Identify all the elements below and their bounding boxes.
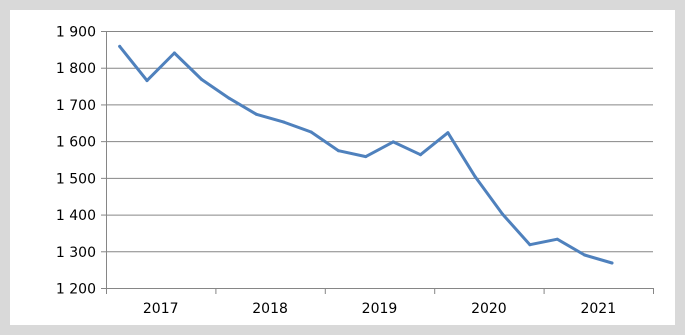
data-point-2 bbox=[172, 51, 176, 55]
data-point-13 bbox=[473, 175, 477, 179]
x-tick-label-2017: 2017 bbox=[143, 301, 179, 317]
tick-labels: 1 200 1 300 1 400 1 500 1 600 1 700 1 800 1 900… bbox=[56, 25, 616, 318]
series-line-0 bbox=[118, 44, 614, 265]
data-point-7 bbox=[309, 130, 313, 134]
line-chart: 1 200 1 300 1 400 1 500 1 600 1 700 1 800 1 900… bbox=[56, 25, 654, 318]
series bbox=[118, 44, 614, 265]
gridlines bbox=[106, 31, 653, 253]
y-tick-label-1500: 1 500 bbox=[56, 171, 96, 187]
data-point-8 bbox=[337, 149, 340, 153]
data-point-12 bbox=[446, 131, 450, 135]
data-point-5 bbox=[254, 112, 258, 116]
y-tick-label-1300: 1 300 bbox=[56, 245, 96, 261]
x-tick-label-2018: 2018 bbox=[252, 301, 288, 317]
y-tick-label-1700: 1 700 bbox=[56, 98, 96, 114]
chart-panel: 1 200 1 300 1 400 1 500 1 600 1 700 1 800 1 900… bbox=[10, 10, 675, 325]
y-tick-label-1200: 1 200 bbox=[56, 282, 96, 298]
data-point-16 bbox=[555, 237, 559, 241]
data-point-10 bbox=[391, 140, 395, 144]
ticks bbox=[101, 31, 654, 294]
data-point-6 bbox=[282, 120, 286, 124]
y-tick-label-1900: 1 900 bbox=[56, 25, 96, 41]
data-point-3 bbox=[200, 78, 204, 81]
y-tick-label-1600: 1 600 bbox=[56, 135, 96, 151]
y-tick-label-1400: 1 400 bbox=[56, 208, 96, 224]
data-point-9 bbox=[364, 155, 368, 159]
x-tick-label-2019: 2019 bbox=[362, 301, 398, 317]
data-point-11 bbox=[419, 153, 422, 157]
x-tick-label-2020: 2020 bbox=[471, 301, 507, 317]
x-tick-label-2021: 2021 bbox=[580, 301, 616, 317]
axes bbox=[106, 31, 653, 289]
data-point-15 bbox=[528, 243, 532, 247]
data-point-4 bbox=[227, 96, 231, 100]
data-point-0 bbox=[118, 44, 122, 48]
y-tick-label-1800: 1 800 bbox=[56, 61, 96, 77]
data-point-1 bbox=[145, 79, 149, 83]
data-point-18 bbox=[610, 261, 614, 265]
data-point-17 bbox=[583, 253, 587, 257]
data-point-14 bbox=[501, 212, 505, 216]
